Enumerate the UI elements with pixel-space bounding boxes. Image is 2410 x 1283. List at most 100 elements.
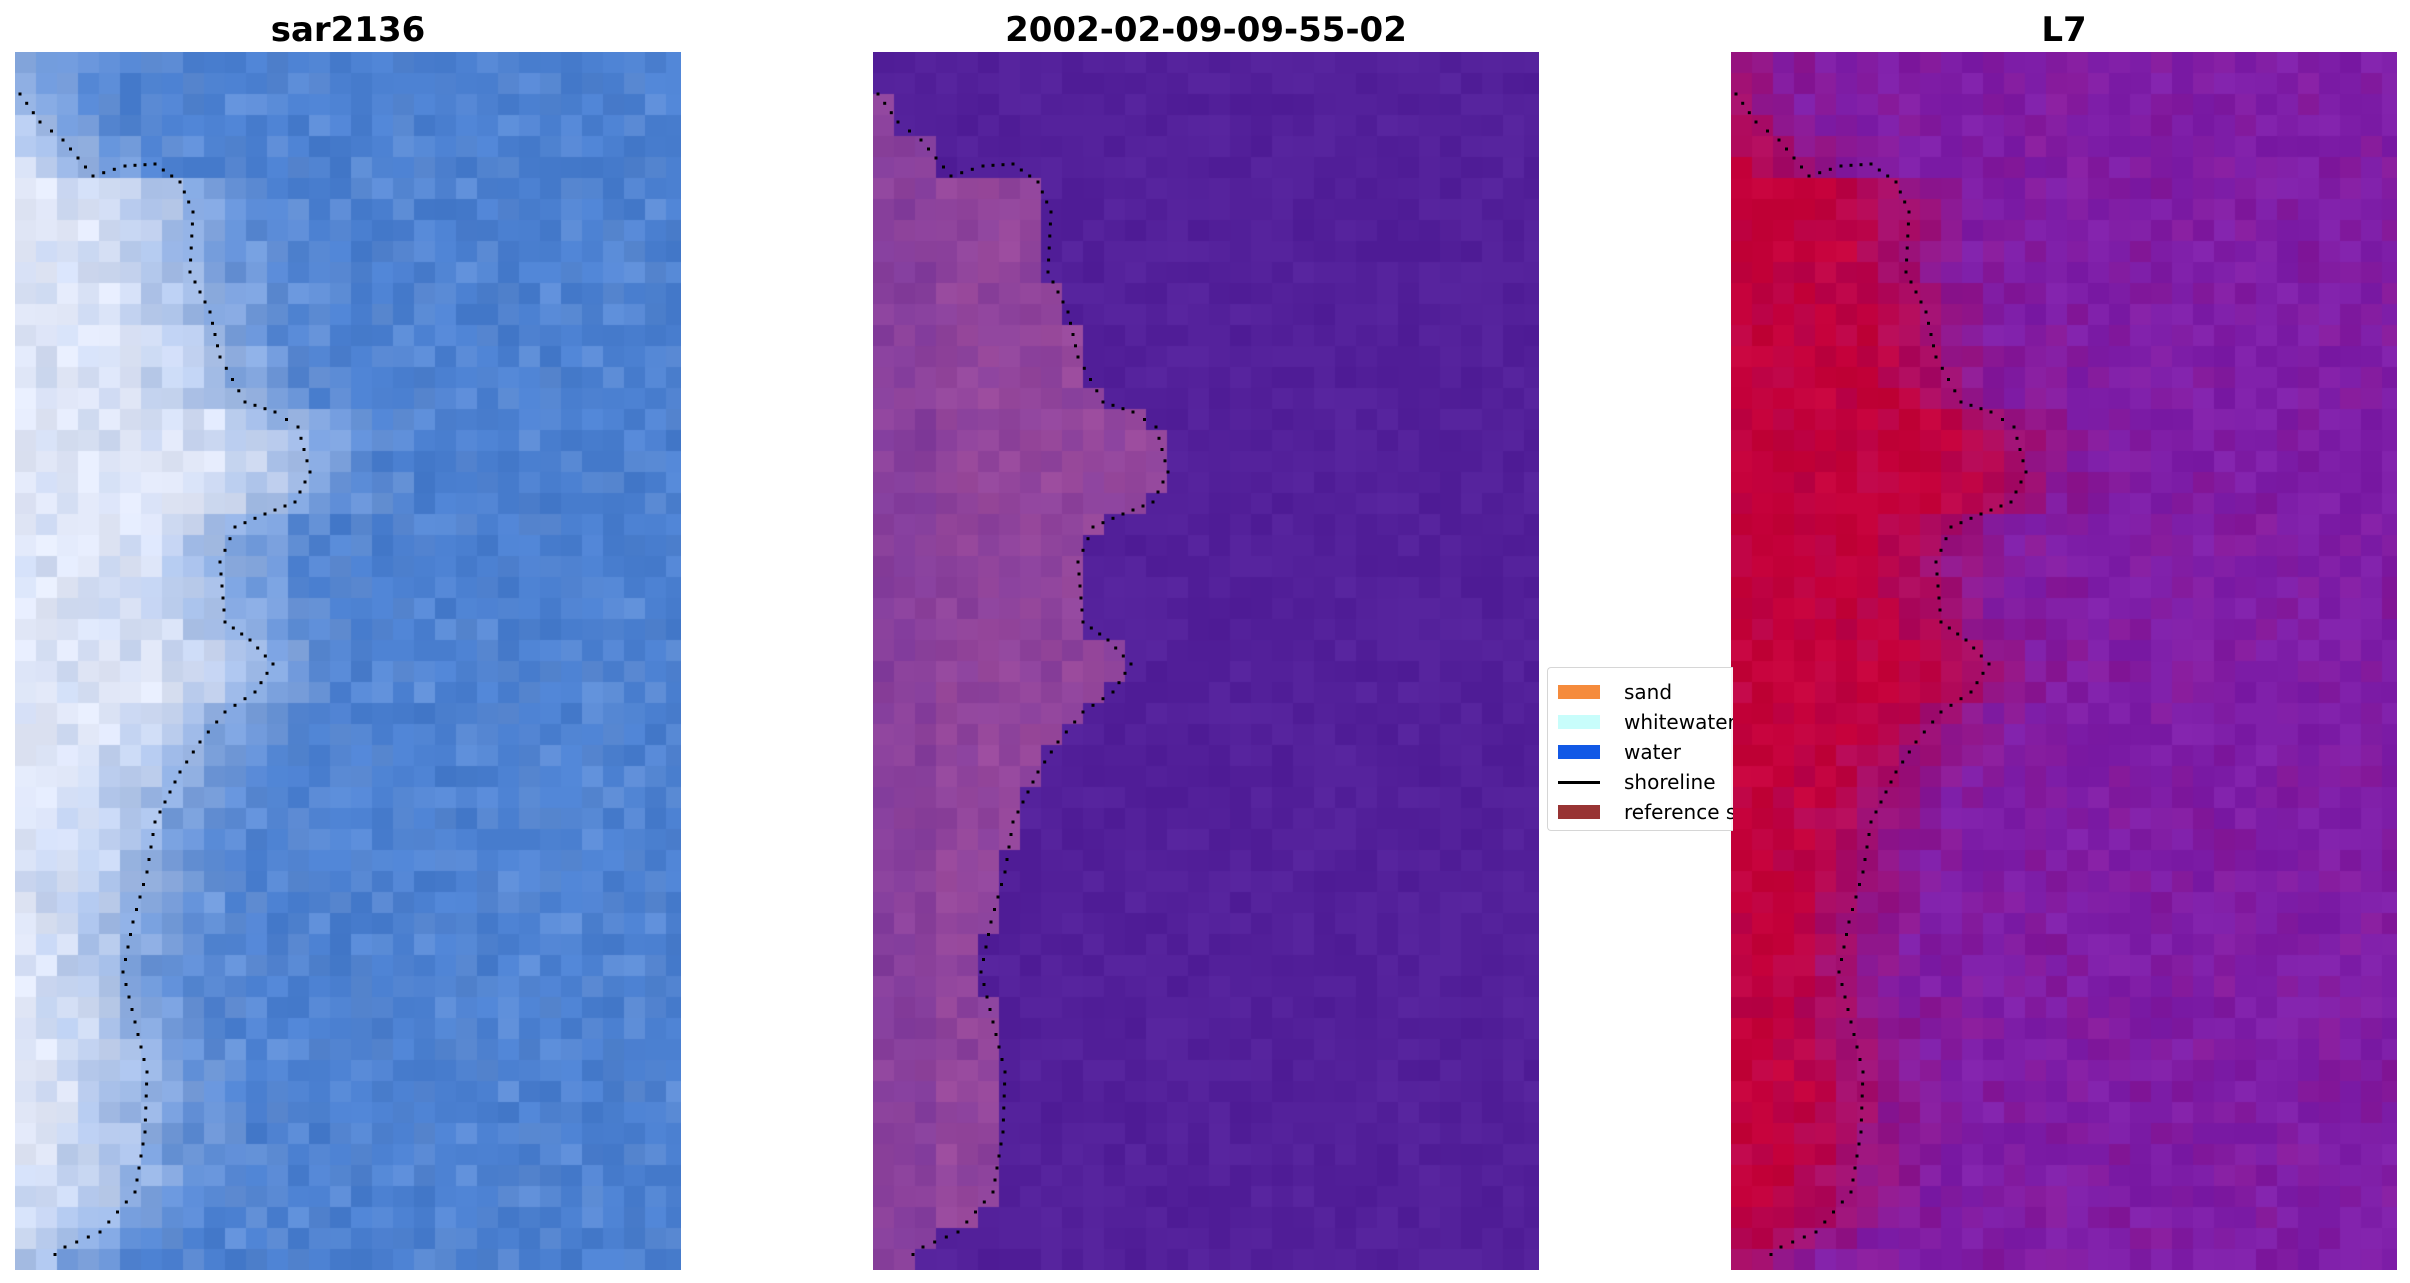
shoreline-overlay-index (1734, 92, 2028, 1256)
shoreline-point (1003, 1082, 1007, 1086)
shoreline-point (1734, 92, 1738, 96)
shoreline-point (61, 138, 65, 142)
shoreline-point (1936, 584, 1940, 588)
shoreline-point (1840, 983, 1844, 986)
shoreline-point (985, 995, 989, 999)
shoreline-point (1939, 710, 1943, 714)
shoreline-point (1785, 147, 1788, 151)
legend-item-reference-shoreline: reference shoreline (1558, 797, 1733, 827)
shoreline-point (1741, 101, 1745, 105)
shoreline-point (145, 870, 149, 874)
shoreline-point (129, 933, 132, 936)
shoreline-point (1939, 548, 1943, 552)
shoreline-point (293, 500, 297, 504)
shoreline-point (1019, 168, 1023, 172)
shoreline-point (1929, 333, 1933, 336)
shoreline-point (1074, 344, 1077, 348)
shoreline-point (299, 436, 303, 440)
shoreline-point (84, 165, 87, 169)
shoreline-point (1791, 1240, 1795, 1244)
shoreline-point (982, 1200, 986, 1204)
shoreline-point (1944, 537, 1948, 541)
shoreline-point (1934, 560, 1938, 564)
shoreline-point (136, 1033, 140, 1036)
shoreline-point (996, 895, 1000, 899)
panel-title-index: L7 (2041, 10, 2087, 50)
shoreline-point (1859, 163, 1863, 167)
shoreline-point (1906, 234, 1910, 238)
shoreline-point (138, 895, 142, 899)
shoreline-point (139, 1045, 143, 1049)
shoreline-point (1935, 572, 1939, 576)
shoreline-point (1089, 626, 1093, 630)
shoreline-point (1121, 407, 1125, 411)
shoreline-point (263, 407, 267, 411)
shoreline-point (308, 470, 312, 474)
shoreline-point (228, 537, 232, 541)
shoreline-point (1922, 730, 1926, 734)
shoreline-point (934, 156, 938, 160)
shoreline-point (143, 1118, 147, 1122)
shoreline-point (135, 908, 138, 911)
shoreline-point (1091, 703, 1095, 707)
shoreline-point (248, 638, 252, 642)
shoreline-point (1886, 174, 1890, 178)
shoreline-point (1047, 246, 1051, 250)
legend-label-water: water (1624, 740, 1681, 764)
shoreline-point (223, 548, 227, 552)
shoreline-point (1016, 810, 1020, 814)
shoreline-point (143, 163, 147, 167)
shoreline-point (1914, 290, 1918, 294)
shoreline-point (921, 1245, 925, 1249)
shoreline-point (1989, 410, 1993, 414)
shoreline-point (1141, 504, 1145, 508)
shoreline-point (1154, 425, 1158, 429)
shoreline-point (222, 608, 226, 612)
shoreline-point (219, 572, 223, 576)
shoreline-point (1859, 1130, 1863, 1134)
shoreline-point (1969, 516, 1973, 520)
shoreline-point (1939, 620, 1943, 624)
shoreline-point (1114, 646, 1118, 650)
shoreline-point (1061, 300, 1065, 304)
shoreline-point (142, 1058, 146, 1061)
shoreline-point (240, 632, 244, 636)
shoreline-point (1855, 1045, 1859, 1049)
shoreline-point (1166, 470, 1170, 474)
shoreline-point (1979, 407, 1983, 411)
shoreline-point (185, 760, 189, 764)
shoreline-point (191, 210, 195, 214)
shoreline-point (1111, 403, 1115, 407)
shoreline-point (1840, 1200, 1844, 1204)
shoreline-point (1129, 662, 1133, 666)
shoreline-point (2001, 418, 2004, 421)
shoreline-point (1846, 1008, 1850, 1011)
shoreline-point (243, 697, 247, 701)
shoreline-point (1947, 378, 1950, 381)
shoreline-point (1800, 165, 1803, 169)
shoreline-point (1779, 1245, 1783, 1249)
shoreline-point (1849, 1020, 1853, 1024)
shoreline-point (178, 770, 182, 774)
shoreline-point (1894, 180, 1898, 184)
shoreline-point (1121, 654, 1125, 658)
shoreline-point (1905, 246, 1909, 250)
shoreline-point (53, 1253, 57, 1256)
shoreline-point (1852, 1033, 1856, 1036)
shoreline-point (896, 120, 900, 124)
shoreline-point (271, 662, 275, 666)
shoreline-point (231, 378, 234, 381)
shoreline-point (2018, 448, 2022, 451)
shoreline-point (253, 516, 257, 520)
shoreline-point (1081, 710, 1085, 714)
shoreline-point (198, 290, 202, 294)
shoreline-point (1005, 858, 1009, 861)
shoreline-point (1858, 883, 1861, 886)
shoreline-point (263, 654, 267, 658)
shoreline-point (1860, 1106, 1864, 1110)
shoreline-point (233, 703, 237, 707)
shoreline-point (1840, 958, 1843, 961)
shoreline-point (1972, 646, 1976, 650)
shoreline-point (994, 1033, 998, 1036)
shoreline-point (1028, 174, 1032, 178)
